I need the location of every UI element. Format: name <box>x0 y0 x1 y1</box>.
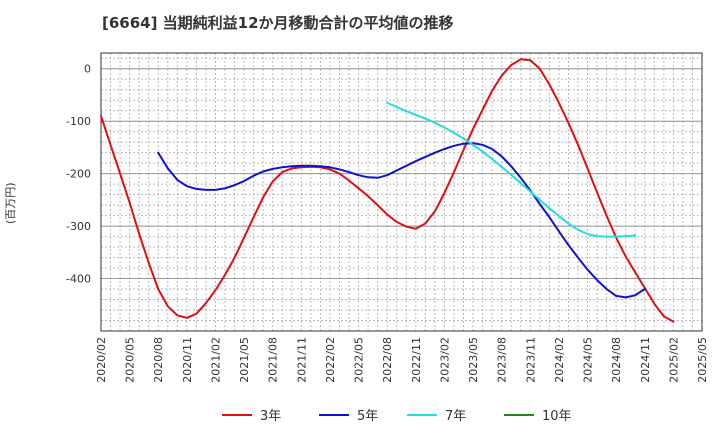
y-tick-label: 0 <box>84 63 91 76</box>
series-line-1 <box>100 58 675 323</box>
legend-label-3: 7年 <box>445 409 466 424</box>
y-tick-label: -400 <box>66 273 91 286</box>
x-tick-label: 2021/05 <box>238 337 251 383</box>
x-tick-label: 2021/08 <box>267 337 280 383</box>
x-tick-label: 2025/05 <box>696 337 709 383</box>
x-tick-label: 2022/05 <box>353 337 366 383</box>
x-tick-label: 2022/08 <box>381 337 394 383</box>
x-tick-label: 2020/05 <box>124 337 137 383</box>
y-tick-label: -300 <box>66 220 91 233</box>
x-tick-label: 2020/02 <box>95 337 108 383</box>
x-tick-label: 2022/11 <box>410 337 423 383</box>
x-tick-label: 2020/08 <box>152 337 165 383</box>
y-tick-label: -200 <box>66 168 91 181</box>
x-tick-label: 2025/02 <box>667 337 680 383</box>
x-tick-label: 2022/02 <box>324 337 337 383</box>
x-tick-label: 2024/05 <box>582 337 595 383</box>
series-line-3 <box>386 101 637 238</box>
legend-label-4: 10年 <box>542 409 572 424</box>
x-tick-label: 2023/05 <box>467 337 480 383</box>
series-line-2 <box>157 142 646 299</box>
x-tick-label: 2023/08 <box>496 337 509 383</box>
x-tick-label: 2024/02 <box>553 337 566 383</box>
x-tick-label: 2024/11 <box>639 337 652 383</box>
chart-title: [6664] 当期純利益12か月移動合計の平均値の推移 <box>102 14 454 32</box>
x-tick-label: 2024/08 <box>610 337 623 383</box>
x-tick-label: 2023/11 <box>524 337 537 383</box>
x-tick-label: 2021/02 <box>209 337 222 383</box>
x-tick-label: 2020/11 <box>181 337 194 383</box>
x-tick-label: 2021/11 <box>295 337 308 383</box>
x-tick-label: 2023/02 <box>438 337 451 383</box>
y-tick-label: -100 <box>66 115 91 128</box>
legend-label-2: 5年 <box>357 409 378 424</box>
plot-frame <box>100 52 703 332</box>
legend-label-1: 3年 <box>260 409 281 424</box>
